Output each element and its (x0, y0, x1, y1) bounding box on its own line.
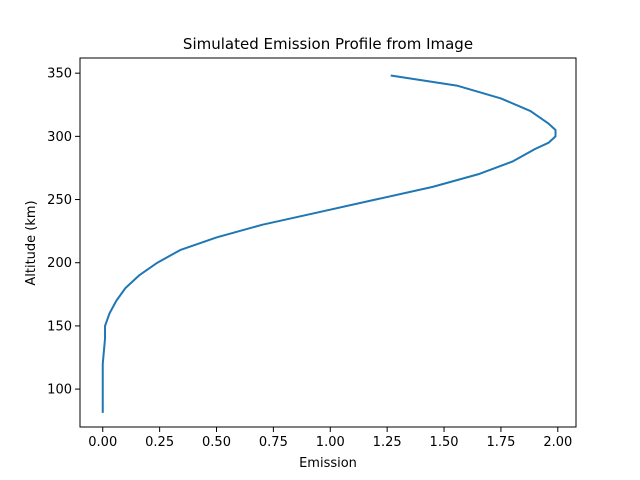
x-tick-label: 0.00 (88, 435, 117, 450)
x-axis-label: Emission (299, 456, 357, 471)
x-tick-label: 2.00 (543, 435, 572, 450)
plot-area: 0.00 0.25 0.50 0.75 1.00 1.25 1.50 1.75 2.00 100 1… (47, 57, 577, 450)
x-tick-label: 1.00 (316, 435, 345, 450)
x-tick-label: 1.25 (373, 435, 402, 450)
y-axis-label: Altitude (km) (24, 200, 39, 285)
x-tick-label: 1.50 (430, 435, 459, 450)
x-tick-label: 1.75 (486, 435, 515, 450)
y-tick-label: 350 (47, 67, 72, 82)
x-tick-label: 0.75 (259, 435, 288, 450)
chart-title: Simulated Emission Profile from Image (183, 35, 473, 53)
series-line-0 (101, 74, 557, 413)
axes-frame (79, 57, 577, 428)
y-tick-label: 100 (47, 383, 72, 398)
y-tick-label: 200 (47, 256, 72, 271)
x-tick-label: 0.50 (202, 435, 231, 450)
y-tick-label: 250 (47, 193, 72, 208)
y-tick-label: 300 (47, 130, 72, 145)
y-tick-label: 150 (47, 319, 72, 334)
x-tick-label: 0.25 (145, 435, 174, 450)
